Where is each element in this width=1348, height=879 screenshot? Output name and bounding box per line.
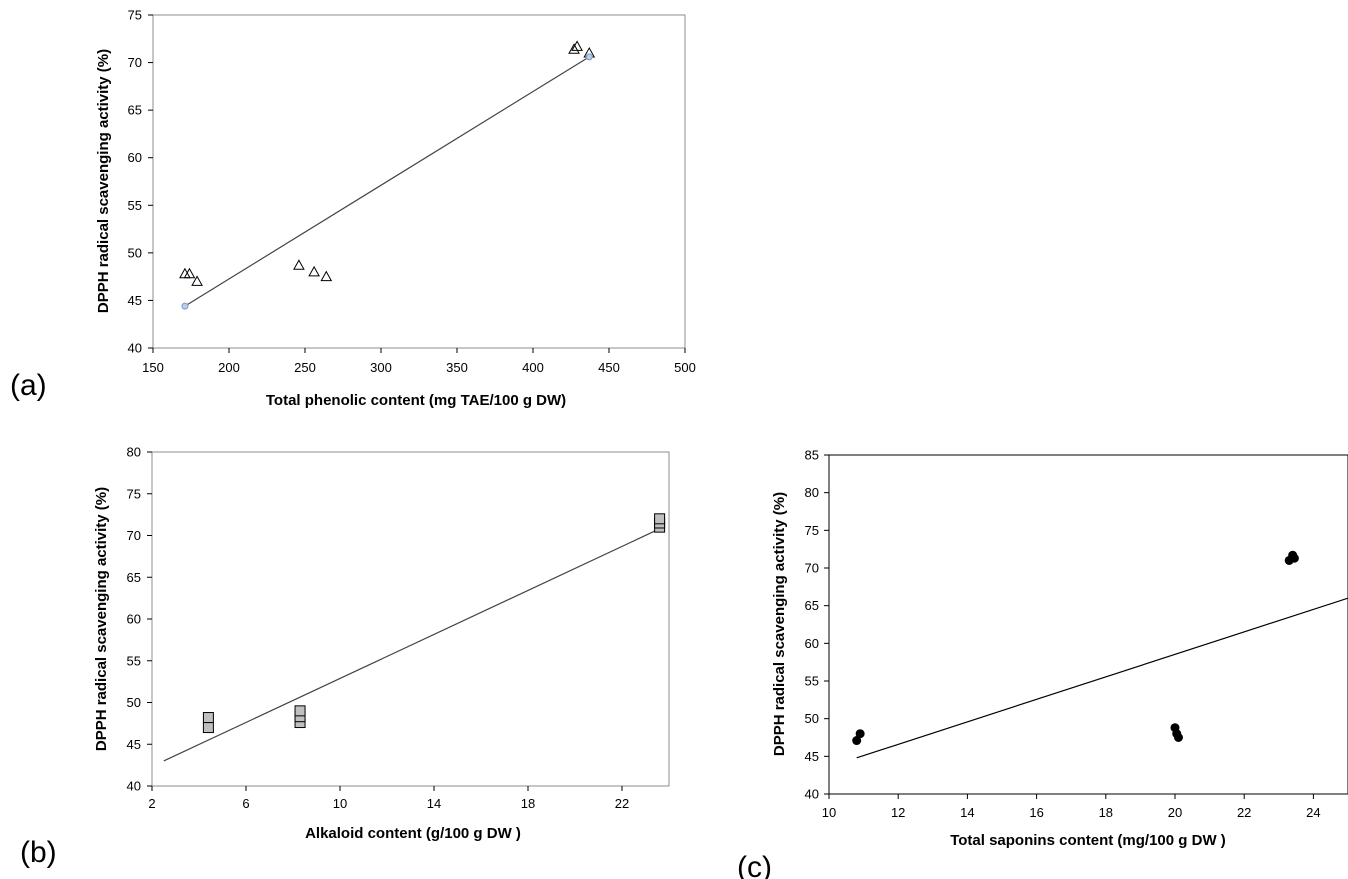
plot-area-frame (151, 451, 670, 787)
data-point (320, 270, 333, 282)
panel-label: (b) (20, 836, 57, 869)
y-axis-title: DPPH radical scavenging activity (%) (95, 49, 112, 313)
trendline (184, 56, 590, 307)
x-tick-label: 200 (218, 360, 240, 375)
y-tick-label: 40 (805, 787, 819, 802)
y-tick-label: 60 (805, 636, 819, 651)
x-tick-label: 6 (242, 796, 249, 811)
data-point (202, 722, 214, 734)
y-tick-label: 80 (127, 445, 141, 460)
x-tick-label: 300 (370, 360, 392, 375)
x-tick-label: 18 (1099, 805, 1113, 820)
panel-label: (c) (737, 851, 772, 879)
x-tick-label: 16 (1029, 805, 1043, 820)
data-point (183, 267, 196, 279)
y-tick-label: 50 (127, 695, 141, 710)
x-tick-label: 20 (1168, 805, 1182, 820)
x-tick-label: 2 (148, 796, 155, 811)
data-point (654, 513, 666, 525)
x-tick-label: 500 (674, 360, 696, 375)
y-tick-label: 60 (127, 612, 141, 627)
plot-area-frame (152, 14, 686, 349)
x-tick-label: 400 (522, 360, 544, 375)
y-tick-label: 85 (805, 448, 819, 463)
data-point (855, 729, 865, 739)
data-point (191, 275, 203, 286)
x-tick-label: 24 (1306, 805, 1320, 820)
x-tick-label: 22 (1237, 805, 1251, 820)
y-tick-label: 55 (128, 198, 142, 213)
plot-area-frame (828, 454, 1348, 795)
x-tick-label: 14 (960, 805, 974, 820)
y-tick-label: 55 (127, 653, 141, 668)
data-point (568, 43, 580, 54)
chart-panel-1: 40 45 50 55 60 65 70 75 150 200 250 300 350 400 450 500… (10, 8, 696, 410)
y-tick-label: 45 (127, 737, 141, 752)
y-tick-label: 55 (805, 674, 819, 689)
data-point (1289, 553, 1299, 563)
y-tick-label: 65 (805, 598, 819, 613)
data-point (202, 712, 214, 724)
chart-panel-3: 40 45 50 55 60 65 70 75 80 85 10 12 14 16 18 20 22 24 Tota… (737, 448, 1348, 879)
y-tick-label: 70 (128, 55, 142, 70)
trendline-start-marker (181, 302, 189, 310)
x-axis-title: Total saponins content (mg/100 g DW ) (950, 832, 1226, 849)
data-point (294, 705, 306, 717)
x-tick-label: 12 (891, 805, 905, 820)
y-axis-title: DPPH radical scavenging activity (%) (93, 487, 110, 751)
data-point (1173, 733, 1183, 742)
data-point (308, 265, 320, 277)
y-tick-label: 70 (127, 528, 141, 543)
y-tick-label: 50 (128, 245, 142, 260)
trendline (856, 597, 1348, 759)
y-tick-label: 65 (128, 103, 142, 118)
x-tick-label: 150 (142, 360, 164, 375)
x-tick-label: 10 (822, 805, 836, 820)
data-point (852, 736, 862, 746)
y-axis-title: DPPH radical scavenging activity (%) (771, 492, 788, 756)
x-tick-label: 18 (521, 796, 535, 811)
y-tick-label: 70 (805, 561, 819, 576)
x-axis-title: Total phenolic content (mg TAE/100 g DW) (266, 392, 566, 409)
y-tick-label: 80 (805, 485, 819, 500)
y-tick-label: 65 (127, 570, 141, 585)
x-tick-label: 22 (615, 796, 629, 811)
y-tick-label: 45 (805, 749, 819, 764)
x-tick-label: 14 (427, 796, 441, 811)
data-point (571, 40, 583, 51)
trendline (163, 528, 660, 762)
x-tick-label: 450 (598, 360, 620, 375)
y-tick-label: 75 (127, 486, 141, 501)
y-tick-label: 40 (127, 779, 141, 794)
y-tick-label: 75 (128, 8, 142, 23)
panel-label: (a) (10, 369, 47, 402)
y-tick-label: 50 (805, 711, 819, 726)
x-tick-label: 350 (446, 360, 468, 375)
trendline-end-marker (585, 53, 593, 61)
chart-panel-2: 40 45 50 55 60 65 70 75 80 2 6 10 14 18 22 Alkaloid con… (20, 445, 670, 869)
x-tick-label: 250 (294, 360, 316, 375)
x-axis-title: Alkaloid content (g/100 g DW ) (305, 825, 521, 842)
x-tick-label: 10 (333, 796, 347, 811)
data-point (293, 259, 305, 270)
y-tick-label: 40 (128, 341, 142, 356)
y-tick-label: 60 (128, 150, 142, 165)
y-tick-label: 75 (805, 523, 819, 538)
y-tick-label: 45 (128, 293, 142, 308)
